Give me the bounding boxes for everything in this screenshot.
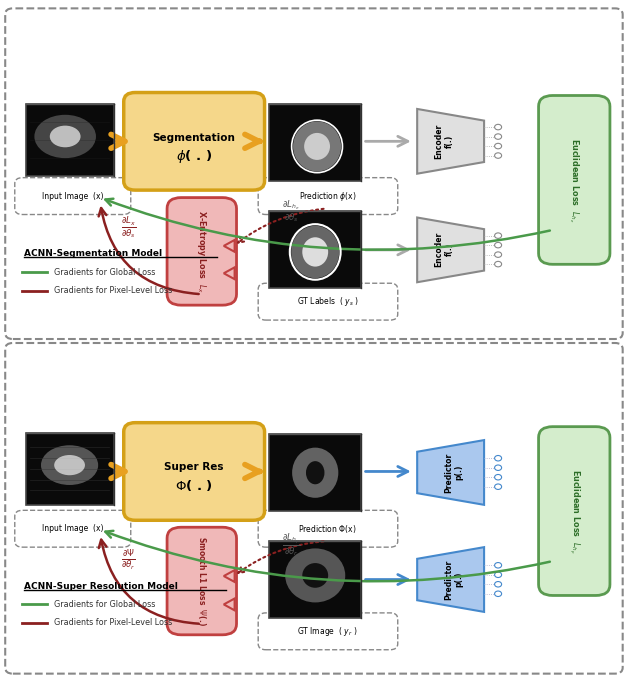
- Ellipse shape: [41, 445, 98, 485]
- Text: $\Phi$( . ): $\Phi$( . ): [175, 478, 213, 493]
- Text: Input Image  (x): Input Image (x): [42, 525, 104, 533]
- Circle shape: [495, 153, 502, 158]
- Ellipse shape: [292, 447, 339, 498]
- Text: GT Image  ( $y_r$ ): GT Image ( $y_r$ ): [298, 625, 358, 638]
- Ellipse shape: [302, 237, 328, 266]
- Bar: [269, 541, 362, 618]
- Polygon shape: [417, 440, 484, 505]
- Bar: [26, 432, 113, 505]
- Text: Super Res: Super Res: [164, 462, 224, 473]
- Circle shape: [495, 456, 502, 461]
- Text: ACNN-Segmentation Model: ACNN-Segmentation Model: [24, 249, 162, 258]
- Text: Encoder
f(.): Encoder f(.): [434, 124, 454, 159]
- Circle shape: [495, 465, 502, 471]
- Circle shape: [495, 124, 502, 130]
- Text: Predictor
p(.): Predictor p(.): [444, 559, 463, 600]
- Text: $\phi$( . ): $\phi$( . ): [176, 148, 212, 165]
- Circle shape: [495, 572, 502, 578]
- Circle shape: [495, 262, 502, 267]
- Text: Smooth L1 Loss  $\Psi$(.): Smooth L1 Loss $\Psi$(.): [196, 535, 208, 626]
- Circle shape: [495, 252, 502, 257]
- Ellipse shape: [304, 133, 330, 160]
- Polygon shape: [417, 547, 484, 612]
- FancyBboxPatch shape: [539, 427, 610, 596]
- Circle shape: [495, 563, 502, 568]
- Text: Gradients for Global Loss: Gradients for Global Loss: [54, 268, 155, 277]
- Circle shape: [495, 591, 502, 596]
- Ellipse shape: [293, 122, 341, 171]
- Text: Gradients for Pixel-Level Loss: Gradients for Pixel-Level Loss: [54, 286, 172, 295]
- Circle shape: [495, 242, 502, 248]
- Ellipse shape: [306, 461, 324, 484]
- Text: $\frac{\partial L_{h_e}}{\partial \theta_s}$: $\frac{\partial L_{h_e}}{\partial \theta…: [282, 198, 301, 225]
- Text: Prediction $\phi$(x): Prediction $\phi$(x): [299, 190, 356, 203]
- Text: Encoder
f(.): Encoder f(.): [434, 232, 454, 268]
- Bar: [269, 211, 362, 288]
- Text: GT Labels  ( $y_s$ ): GT Labels ( $y_s$ ): [296, 295, 358, 308]
- Bar: [269, 434, 362, 512]
- Text: $\frac{\partial L_x}{\partial \theta_s}$: $\frac{\partial L_x}{\partial \theta_s}$: [121, 216, 136, 241]
- FancyBboxPatch shape: [124, 423, 264, 520]
- Ellipse shape: [291, 225, 339, 278]
- Circle shape: [495, 134, 502, 139]
- Text: Gradients for Pixel-Level Loss: Gradients for Pixel-Level Loss: [54, 618, 172, 628]
- Polygon shape: [417, 109, 484, 173]
- FancyBboxPatch shape: [167, 197, 237, 305]
- Bar: [26, 104, 113, 176]
- Ellipse shape: [302, 563, 328, 588]
- Text: X-Entropy Loss  $L_x$: X-Entropy Loss $L_x$: [195, 210, 208, 293]
- Text: Gradients for Global Loss: Gradients for Global Loss: [54, 600, 155, 609]
- Text: $\frac{\partial \Psi}{\partial \theta_r}$: $\frac{\partial \Psi}{\partial \theta_r}…: [122, 549, 136, 573]
- FancyBboxPatch shape: [539, 96, 610, 264]
- Text: ACNN-Super Resolution Model: ACNN-Super Resolution Model: [24, 581, 177, 591]
- Bar: [269, 104, 362, 181]
- Text: Input Image  (x): Input Image (x): [42, 192, 104, 201]
- Text: Prediction $\Phi$(x): Prediction $\Phi$(x): [298, 522, 357, 535]
- Circle shape: [495, 475, 502, 480]
- Text: Euclidean Loss  $L_{h_p}$: Euclidean Loss $L_{h_p}$: [567, 469, 582, 553]
- Ellipse shape: [285, 548, 345, 602]
- Polygon shape: [417, 217, 484, 282]
- Text: Segmentation: Segmentation: [153, 133, 236, 143]
- Ellipse shape: [50, 126, 81, 148]
- FancyBboxPatch shape: [167, 527, 237, 635]
- FancyBboxPatch shape: [124, 92, 264, 190]
- Text: Euclidean Loss  $L_{h_e}$: Euclidean Loss $L_{h_e}$: [568, 138, 581, 223]
- Ellipse shape: [35, 115, 96, 158]
- Circle shape: [495, 581, 502, 587]
- Circle shape: [495, 484, 502, 490]
- Circle shape: [495, 233, 502, 238]
- Circle shape: [495, 143, 502, 149]
- Text: $\frac{\partial L_{h_p}}{\partial \theta_r}$: $\frac{\partial L_{h_p}}{\partial \theta…: [282, 531, 301, 559]
- Text: Predictor
p(.): Predictor p(.): [444, 452, 463, 492]
- Ellipse shape: [54, 455, 85, 475]
